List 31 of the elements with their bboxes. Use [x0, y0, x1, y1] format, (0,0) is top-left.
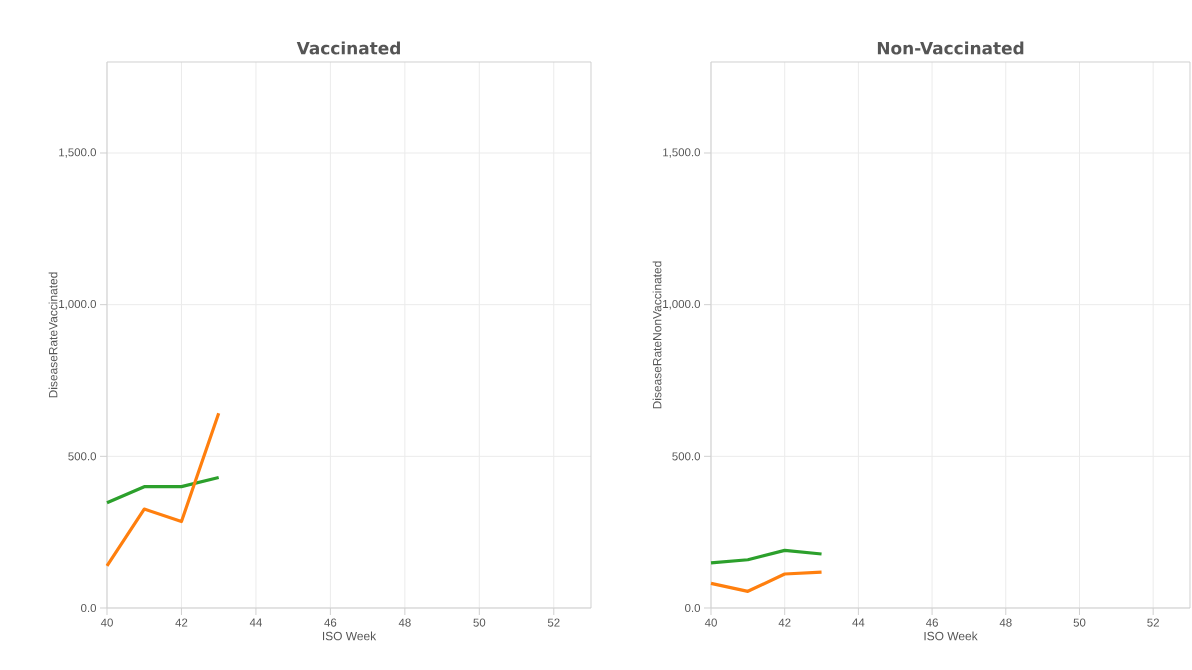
y-tick-label: 0.0 — [685, 603, 701, 613]
x-axis-title: ISO Week — [322, 631, 377, 641]
y-tick-label: 500.0 — [672, 452, 701, 461]
x-tick-label: 40 — [100, 618, 113, 627]
x-tick-label: 48 — [999, 618, 1012, 627]
x-tick-label: 44 — [852, 618, 865, 627]
line-series — [105, 411, 221, 568]
chart-title: Non-Vaccinated — [877, 41, 1024, 55]
x-tick-label: 52 — [1147, 618, 1159, 627]
x-tick-label: 50 — [473, 618, 486, 627]
x-tick-label: 44 — [249, 618, 262, 627]
x-tick-label: 52 — [547, 618, 560, 627]
y-axis-title: DiseaseRateNonVaccinated — [652, 261, 662, 409]
x-tick-label: 42 — [175, 618, 188, 627]
chart-title: Vaccinated — [296, 41, 400, 55]
line-series — [709, 570, 824, 593]
x-tick-label: 48 — [398, 618, 411, 627]
y-axis-title: DiseaseRateVaccinated — [48, 272, 58, 398]
y-tick-label: 0.0 — [81, 603, 97, 613]
y-tick-label: 500.0 — [68, 452, 97, 461]
x-tick-label: 46 — [925, 618, 938, 627]
line-series — [709, 548, 824, 565]
x-tick-label: 40 — [704, 618, 717, 627]
x-axis-title: ISO Week — [924, 631, 978, 641]
x-tick-label: 42 — [778, 618, 791, 627]
y-tick-label: 1,500.0 — [59, 148, 97, 158]
y-tick-label: 1,000.0 — [59, 299, 97, 310]
y-tick-label: 1,000.0 — [663, 299, 701, 310]
y-tick-label: 1,500.0 — [663, 148, 701, 158]
x-tick-label: 46 — [324, 618, 337, 627]
x-tick-label: 50 — [1073, 618, 1086, 627]
